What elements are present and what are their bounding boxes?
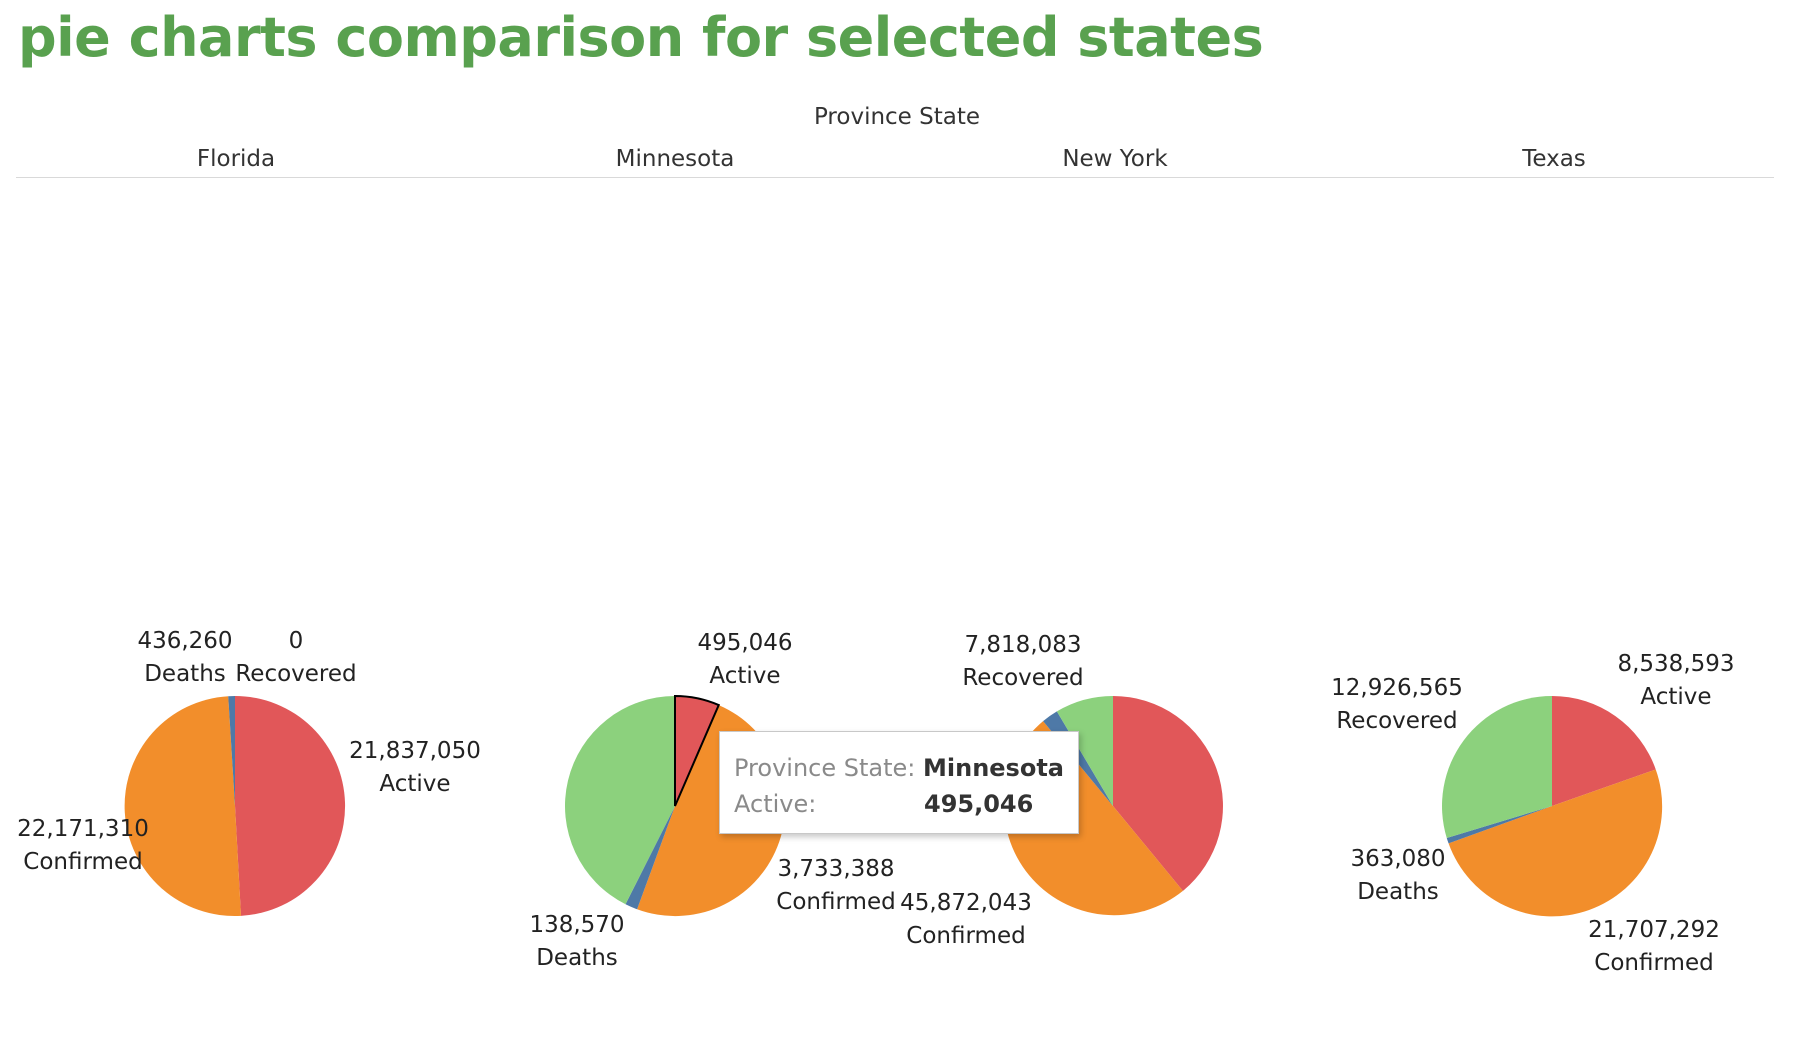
tooltip-measure-row: Active: 495,046 [734, 786, 1064, 822]
page-title: pie charts comparison for selected state… [18, 6, 1264, 69]
state-header-florida[interactable]: Florida [196, 146, 276, 172]
tooltip-measure-key: Active: [734, 790, 817, 818]
florida-slice-active[interactable] [235, 696, 346, 916]
minnesota-slice-active[interactable] [674, 694, 721, 807]
header-divider [16, 177, 1774, 178]
minnesota-active-name: Active [709, 663, 781, 689]
texas-slice-deaths[interactable] [1446, 806, 1552, 844]
florida-confirmed-value: 22,171,310 [17, 816, 149, 842]
minnesota-deaths-value: 138,570 [529, 912, 625, 938]
new-york-recovered-value: 7,818,083 [964, 632, 1082, 658]
minnesota-slice-recovered[interactable] [564, 695, 675, 905]
texas-active-name: Active [1640, 684, 1712, 710]
pie-texas[interactable] [1442, 696, 1663, 917]
florida-recovered-value: 0 [288, 628, 304, 654]
florida-recovered-name: Recovered [235, 661, 357, 687]
minnesota-slice-deaths[interactable] [625, 806, 675, 910]
texas-active-value: 8,538,593 [1617, 651, 1735, 677]
florida-slice-deaths[interactable] [228, 696, 235, 806]
new-york-recovered-name: Recovered [962, 665, 1084, 691]
texas-slice-confirmed[interactable] [1448, 769, 1663, 917]
texas-recovered-value: 12,926,565 [1331, 675, 1463, 701]
state-header-texas[interactable]: Texas [1522, 146, 1586, 172]
tooltip-measure-value: 495,046 [924, 790, 1034, 818]
tooltip: Province State: Minnesota Active: 495,04… [719, 731, 1079, 834]
state-header-new-york[interactable]: New York [1062, 146, 1168, 172]
texas-confirmed-name: Confirmed [1594, 950, 1714, 976]
texas-slice-recovered[interactable] [1442, 696, 1552, 838]
tooltip-state-key: Province State: [734, 754, 916, 782]
minnesota-confirmed-value: 3,733,388 [777, 856, 895, 882]
minnesota-active-value: 495,046 [697, 630, 793, 656]
texas-deaths-name: Deaths [1357, 879, 1439, 905]
minnesota-confirmed-name: Confirmed [776, 889, 896, 915]
minnesota-deaths-name: Deaths [536, 945, 618, 971]
texas-recovered-name: Recovered [1336, 708, 1458, 734]
new-york-confirmed-value: 45,872,043 [900, 890, 1032, 916]
florida-deaths-value: 436,260 [137, 628, 233, 654]
texas-confirmed-value: 21,707,292 [1588, 917, 1720, 943]
florida-slice-confirmed[interactable] [124, 696, 241, 917]
texas-deaths-value: 363,080 [1350, 846, 1446, 872]
florida-deaths-name: Deaths [144, 661, 226, 687]
state-header-minnesota[interactable]: Minnesota [615, 146, 735, 172]
new-york-slice-recovered[interactable] [1056, 696, 1113, 806]
tooltip-state-value: Minnesota [923, 754, 1064, 782]
pie-florida[interactable] [124, 696, 346, 917]
new-york-confirmed-name: Confirmed [906, 923, 1026, 949]
florida-active-value: 21,837,050 [349, 738, 481, 764]
florida-confirmed-name: Confirmed [23, 849, 143, 875]
tooltip-state-row: Province State: Minnesota [734, 750, 1064, 786]
new-york-slice-active[interactable] [1113, 696, 1223, 891]
column-header-title: Province State [813, 104, 981, 130]
florida-active-name: Active [379, 771, 451, 797]
texas-slice-active[interactable] [1552, 696, 1656, 806]
